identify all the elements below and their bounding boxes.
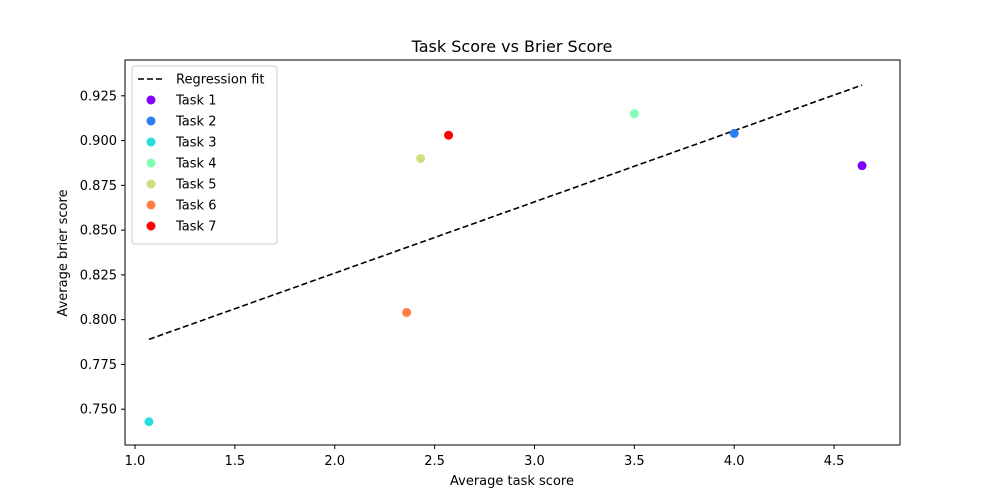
scatter-point	[629, 109, 639, 119]
y-tick-label: 0.925	[80, 89, 117, 104]
legend-box	[131, 65, 278, 245]
y-tick-label: 0.825	[80, 268, 117, 283]
legend-label: Task 2	[175, 115, 216, 130]
x-tick-label: 3.5	[624, 454, 645, 469]
chart-title: Task Score vs Brier Score	[411, 37, 613, 56]
legend-label: Task 4	[175, 157, 216, 172]
legend-label: Task 7	[175, 220, 216, 235]
scatter-point	[444, 130, 454, 140]
legend-marker	[146, 95, 156, 105]
legend-label-regression: Regression fit	[176, 73, 265, 88]
y-tick-label: 0.800	[80, 313, 117, 328]
legend-marker	[146, 158, 156, 168]
legend-label: Task 1	[175, 94, 216, 109]
legend-marker	[146, 221, 156, 231]
y-tick-label: 0.875	[80, 179, 117, 194]
y-tick-label: 0.900	[80, 134, 117, 149]
scatter-point	[857, 161, 867, 171]
plot-frame	[124, 59, 901, 446]
legend-marker	[146, 116, 156, 126]
x-tick-label: 3.0	[524, 454, 545, 469]
x-tick-label: 1.0	[125, 454, 146, 469]
scatter-point	[729, 128, 739, 138]
regression-line	[148, 84, 863, 341]
y-axis-label: Average brier score	[56, 189, 71, 316]
legend-label: Task 3	[175, 136, 216, 151]
plot-area: 1.0 1.5 2.0 2.5 3.0 3.5 4.0 4.5 0.750 0.775 0.800 0…	[80, 59, 901, 469]
y-tick-label: 0.850	[80, 224, 117, 239]
scatter-point	[402, 307, 412, 317]
x-tick-label: 4.0	[724, 454, 745, 469]
legend-label: Task 6	[175, 199, 216, 214]
x-tick-label: 2.0	[324, 454, 345, 469]
x-axis-label: Average task score	[450, 474, 574, 489]
x-tick-label: 1.5	[225, 454, 246, 469]
legend-marker	[146, 200, 156, 210]
legend-marker	[146, 179, 156, 189]
x-tick-label: 4.5	[824, 454, 845, 469]
y-tick-label: 0.775	[80, 358, 117, 373]
y-tick-label: 0.750	[80, 403, 117, 418]
scatter-point	[416, 153, 426, 163]
x-tick-label: 2.5	[424, 454, 445, 469]
scatter-point	[144, 417, 154, 427]
legend-label: Task 5	[175, 178, 216, 193]
legend: Regression fit Task 1 Task 2 Task 3 Task 4 Ta…	[131, 65, 278, 245]
legend-marker	[146, 137, 156, 147]
